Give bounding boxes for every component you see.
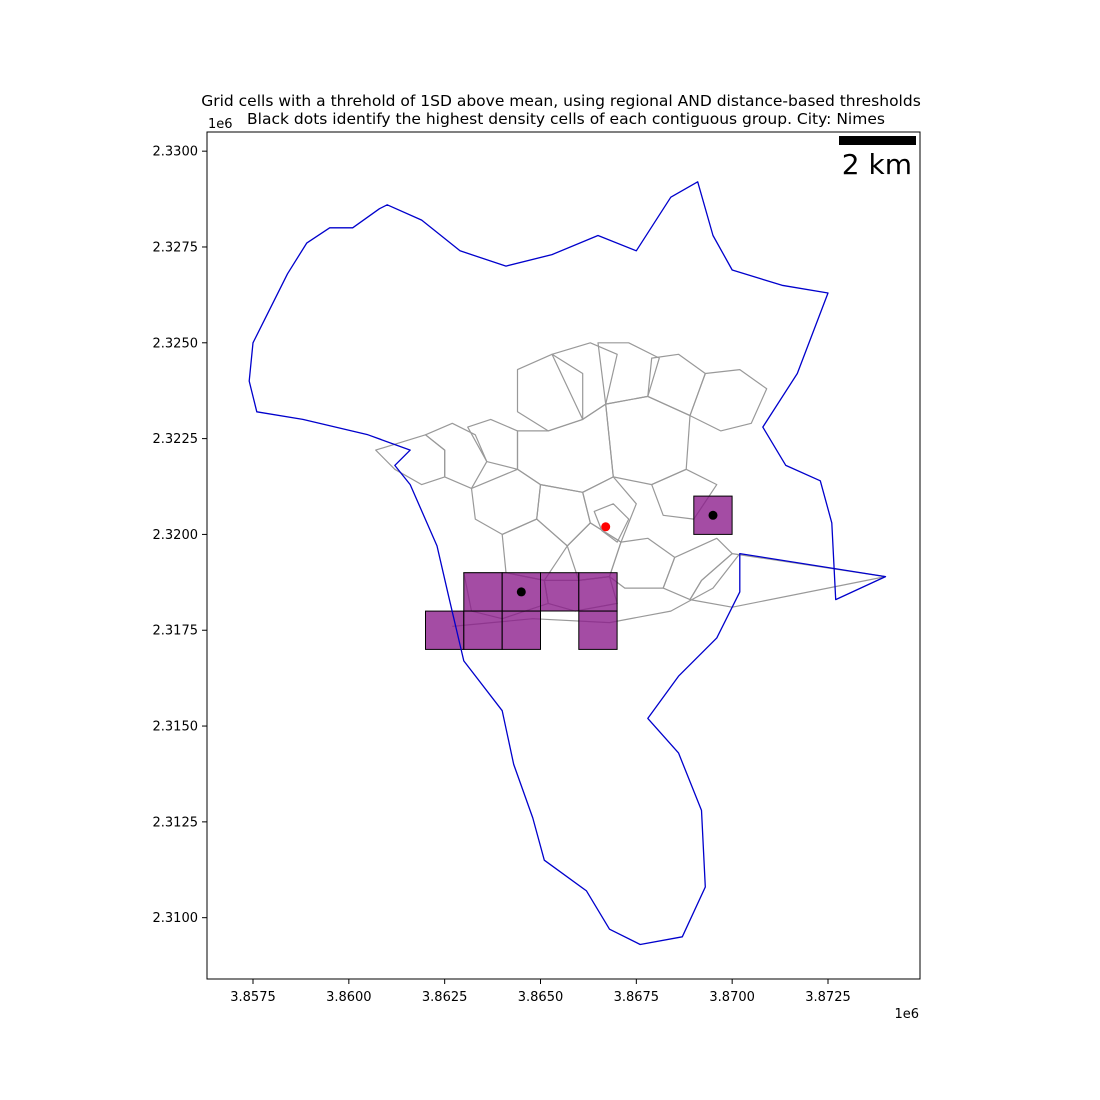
y-tick-label: 2.3300 — [153, 145, 199, 160]
district-boundary — [582, 476, 637, 543]
district-boundary — [516, 353, 584, 432]
grid-cell — [463, 610, 503, 650]
y-offset-label: 1e6 — [208, 117, 233, 132]
grid-cell — [540, 572, 580, 612]
district-boundary — [608, 537, 676, 589]
y-tick-label: 2.3150 — [153, 720, 199, 735]
x-tick-label: 3.8700 — [709, 990, 755, 1005]
x-tick-label: 3.8650 — [518, 990, 564, 1005]
y-tick-label: 2.3100 — [153, 911, 199, 926]
city-center-marker — [601, 522, 611, 532]
y-tick-label: 2.3125 — [153, 815, 199, 830]
chart-title-line-2: Black dots identify the highest density … — [247, 110, 885, 128]
grid-cell — [463, 572, 503, 612]
city-boundary — [248, 181, 887, 946]
x-tick-label: 3.8675 — [614, 990, 660, 1005]
x-tick-label: 3.8575 — [230, 990, 276, 1005]
district-boundary — [605, 395, 691, 486]
district-boundary — [470, 468, 542, 536]
grid-cell — [425, 610, 465, 650]
district-boundary — [467, 418, 519, 470]
y-tick-label: 2.3275 — [153, 240, 199, 255]
grid-cell — [578, 610, 618, 650]
x-tick-label: 3.8600 — [326, 990, 372, 1005]
grid-cell — [578, 572, 618, 612]
peak-density-marker — [708, 510, 718, 520]
peak-density-marker — [516, 587, 526, 597]
plot-area — [248, 181, 887, 946]
x-axis: 3.8575 3.8600 3.8625 3.8650 3.8675 3.8700 3.87… — [230, 979, 851, 1005]
axes-frame — [206, 131, 921, 980]
district-boundary — [501, 518, 568, 582]
scale-bar-label: 2 km — [842, 148, 912, 181]
x-offset-label: 1e6 — [894, 1007, 919, 1022]
district-boundary — [662, 537, 733, 601]
district-boundary — [536, 484, 591, 547]
district-boundary — [593, 503, 630, 543]
y-tick-label: 2.3250 — [153, 336, 199, 351]
chart-title-line-1: Grid cells with a threhold of 1SD above … — [201, 92, 921, 110]
district-boundary — [689, 369, 768, 432]
x-tick-label: 3.8625 — [422, 990, 468, 1005]
grid-cell — [501, 610, 542, 650]
district-boundary — [597, 342, 660, 405]
y-tick-label: 2.3175 — [153, 624, 199, 639]
district-boundary — [647, 353, 706, 417]
district-boundary — [424, 422, 488, 489]
district-boundary — [551, 342, 618, 420]
district-boundary — [566, 522, 622, 582]
x-tick-label: 3.8725 — [805, 990, 851, 1005]
scale-bar — [839, 136, 916, 145]
y-axis: 2.3100 2.3125 2.3150 2.3175 2.3200 2.3225 2.32… — [153, 145, 207, 926]
y-tick-label: 2.3200 — [153, 528, 199, 543]
y-tick-label: 2.3225 — [153, 432, 199, 447]
